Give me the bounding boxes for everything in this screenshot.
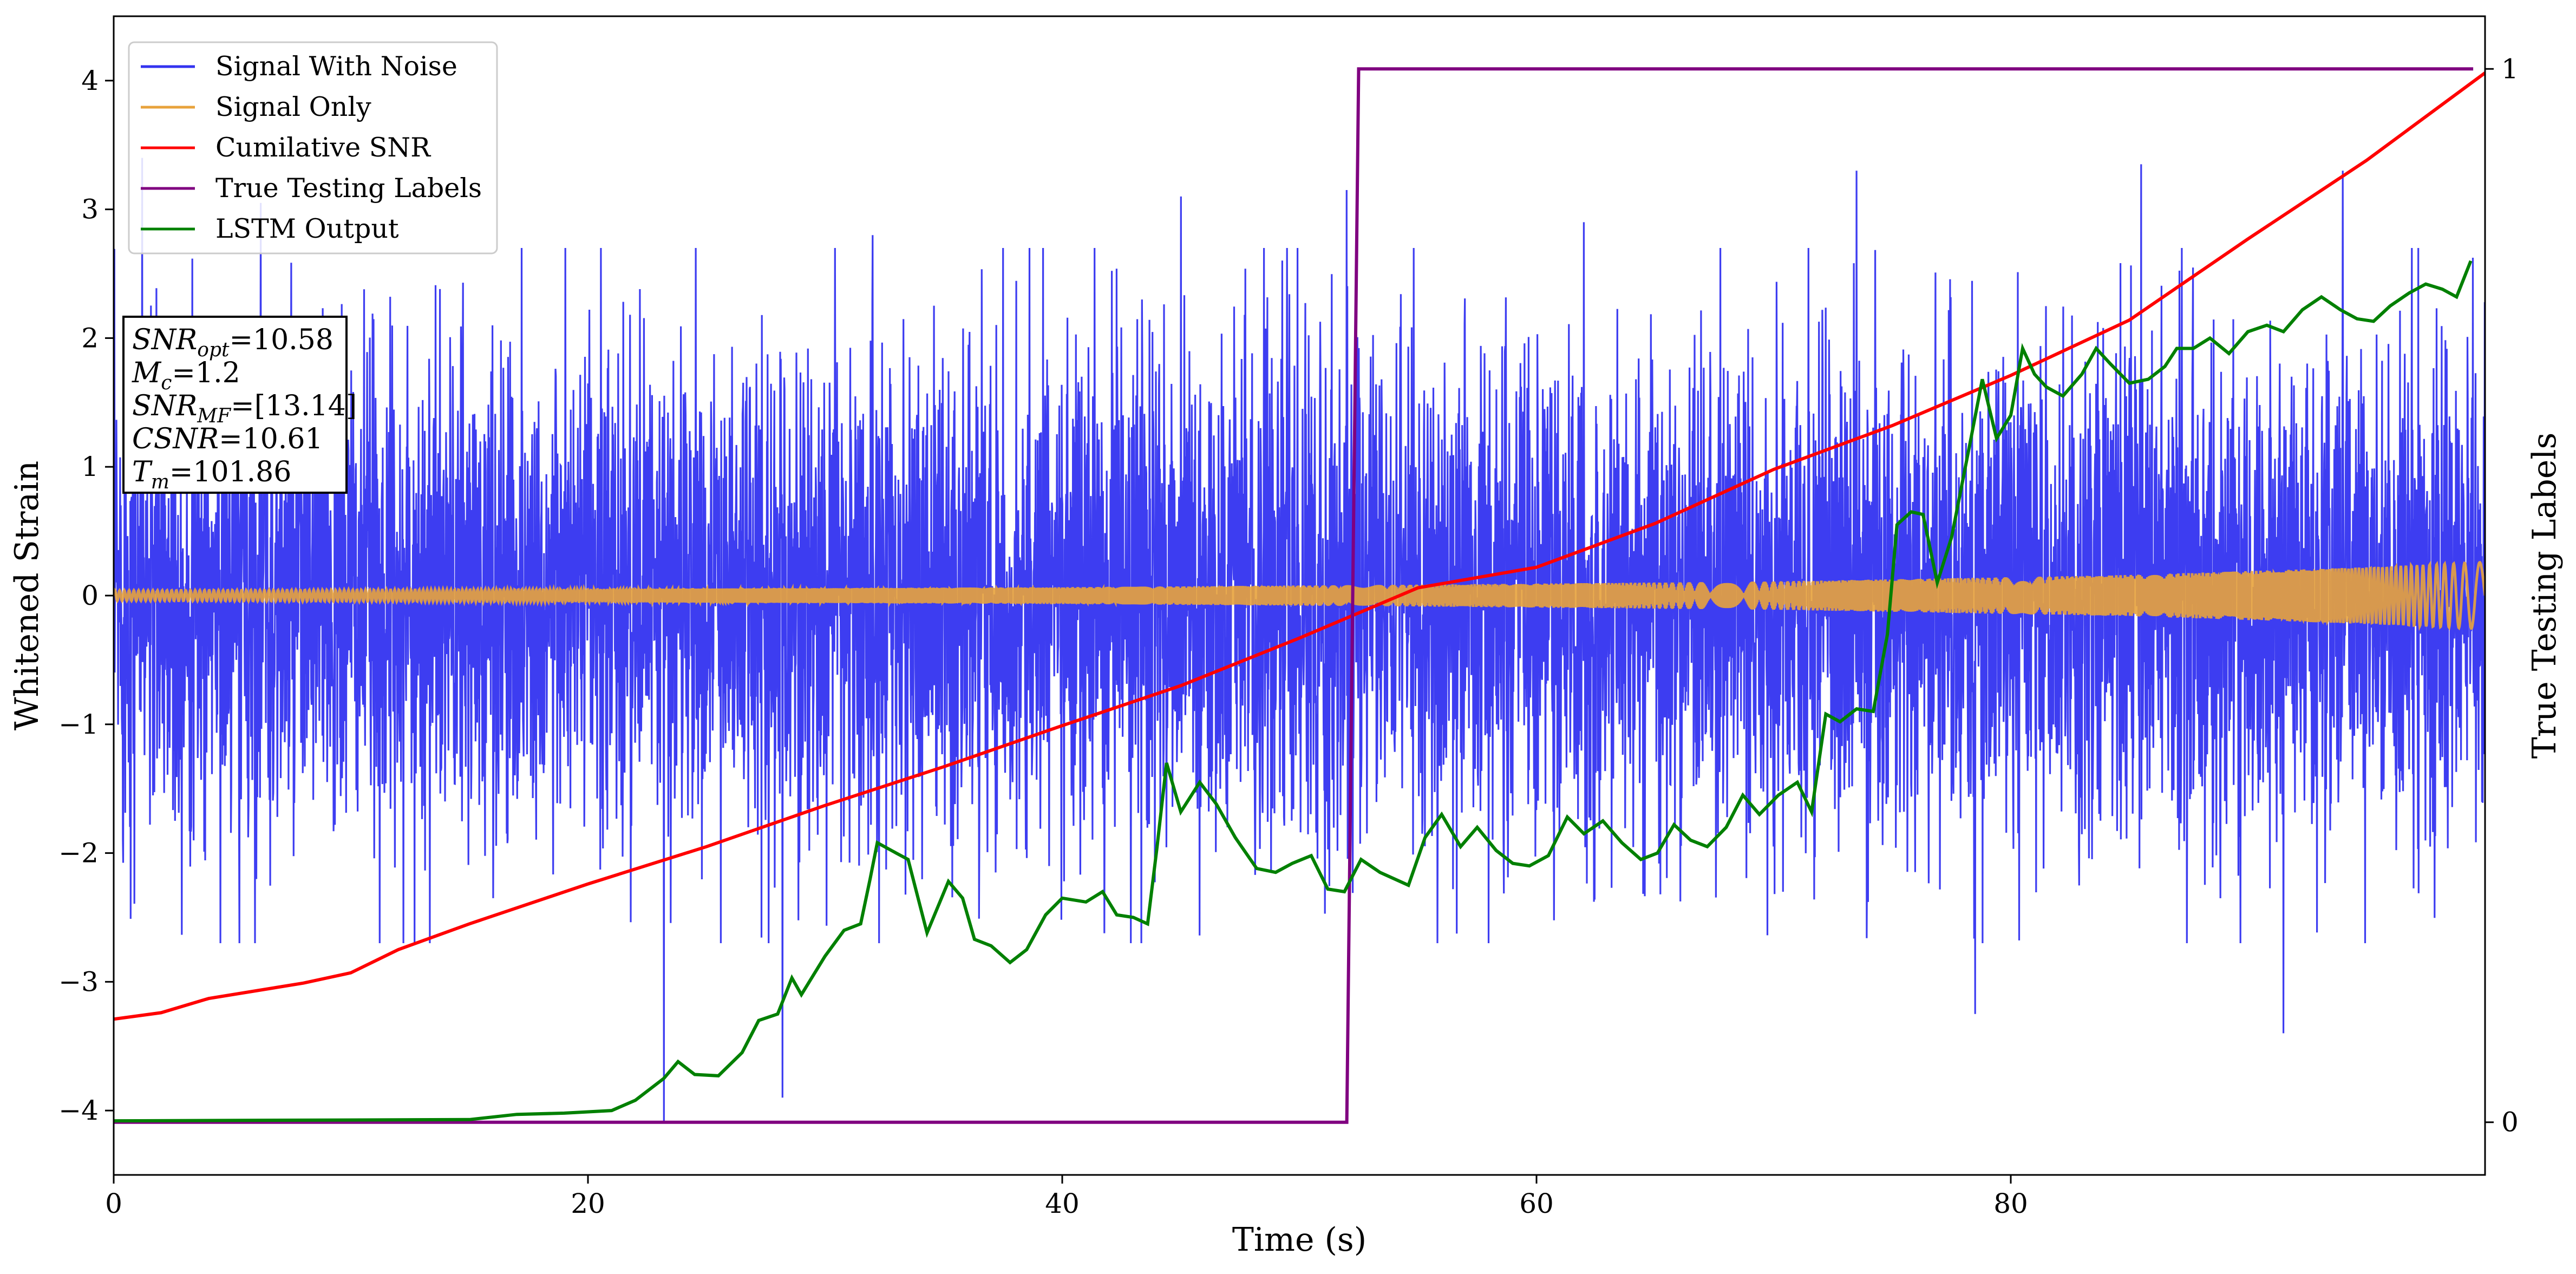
series-layer [114,67,2485,1124]
legend: Signal With Noise Signal Only Cumilative S… [128,41,498,254]
series-true-testing-labels [114,67,2474,1124]
legend-label: Cumilative SNR [215,132,431,163]
y-axis-label: Whitened Strain [8,461,46,730]
x-tick-label: 20 [571,1188,605,1219]
y-tick-label: −2 [58,838,99,869]
y-tick-label: 4 [81,65,99,96]
annotation-box: SNRopt=10.58Mc=1.2SNRMF=[13.14]CSNR=10.6… [122,316,357,494]
annotation-line: SNRMF=[13.14] [132,390,357,427]
y-tick-label: −4 [58,1095,99,1126]
x-tick-label: 60 [1519,1188,1554,1219]
y2-tick-label: 1 [2501,53,2519,84]
series-signal-only [114,560,2485,631]
legend-label: Signal With Noise [215,51,457,82]
annotation-line: SNRopt=10.58 [132,324,334,361]
legend-label: LSTM Output [215,213,399,244]
annotation-line: Mc=1.2 [132,357,240,394]
legend-label: Signal Only [215,92,371,122]
annotation-line: CSNR=10.61 [132,423,323,455]
x-axis-label: Time (s) [1232,1221,1367,1259]
y-tick-label: 3 [81,194,99,225]
x-tick-label: 0 [105,1188,122,1219]
legend-frame [128,41,498,254]
series-lstm-output [114,260,2473,1123]
y-tick-label: 2 [81,322,99,354]
y-tick-label: 1 [81,451,99,482]
annotation-line: Tm=101.86 [132,456,291,493]
legend-label: True Testing Labels [215,173,482,204]
y2-tick-label: 0 [2501,1107,2519,1138]
annotation-frame [122,316,348,494]
x-tick-label: 40 [1045,1188,1080,1219]
x-tick-label: 80 [1993,1188,2028,1219]
y-tick-label: −1 [58,709,99,740]
y2-axis-label: True Testing Labels [2526,433,2564,759]
y-tick-label: −3 [58,966,99,997]
y-tick-label: 0 [81,580,99,611]
